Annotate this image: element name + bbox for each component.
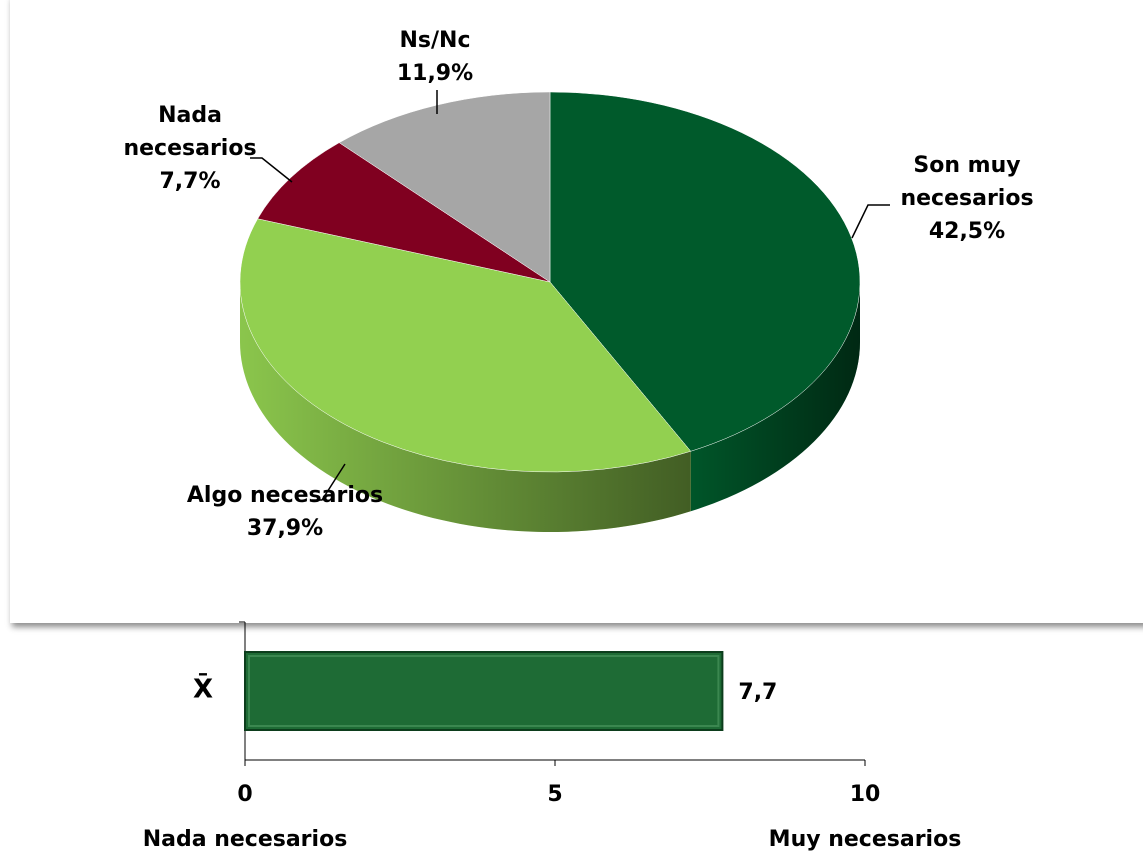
pie-side-shade [240, 282, 691, 532]
x-tick-label: 10 [850, 782, 881, 807]
slice-label: Son muy necesarios [900, 153, 1034, 211]
slice-label: Nada necesarios [123, 103, 257, 161]
slice-value-label: 11,9% [396, 61, 474, 86]
slice-label: Ns/Nc [399, 28, 471, 53]
axis-end-label: Muy necesarios [769, 827, 962, 852]
y-tick-label: X̄ [193, 672, 213, 705]
pie-slice [257, 142, 551, 283]
slice-value-label: 37,9% [246, 516, 324, 541]
slice-value-label: 7,7% [159, 169, 221, 194]
slice-label: Algo necesarios [186, 483, 384, 508]
pie [239, 91, 861, 532]
x-tick-label: 5 [547, 782, 562, 807]
slice-value-label: 42,5% [928, 219, 1006, 244]
pie-slice [239, 218, 692, 473]
bar-chart: 0 5 10 7,7 X̄ Nada necesarios Muy necesarios [143, 621, 962, 852]
leader-line [250, 157, 293, 183]
bar-value-label: 7,7 [738, 680, 777, 705]
axis-end-label: Nada necesarios [143, 827, 348, 852]
x-tick-label: 0 [237, 782, 252, 807]
pie-side-shade [690, 282, 860, 512]
leader-line [312, 463, 346, 501]
leader-line [851, 204, 890, 239]
leader-lines [250, 90, 890, 501]
bar [244, 651, 724, 731]
bar-bevel [248, 655, 720, 727]
